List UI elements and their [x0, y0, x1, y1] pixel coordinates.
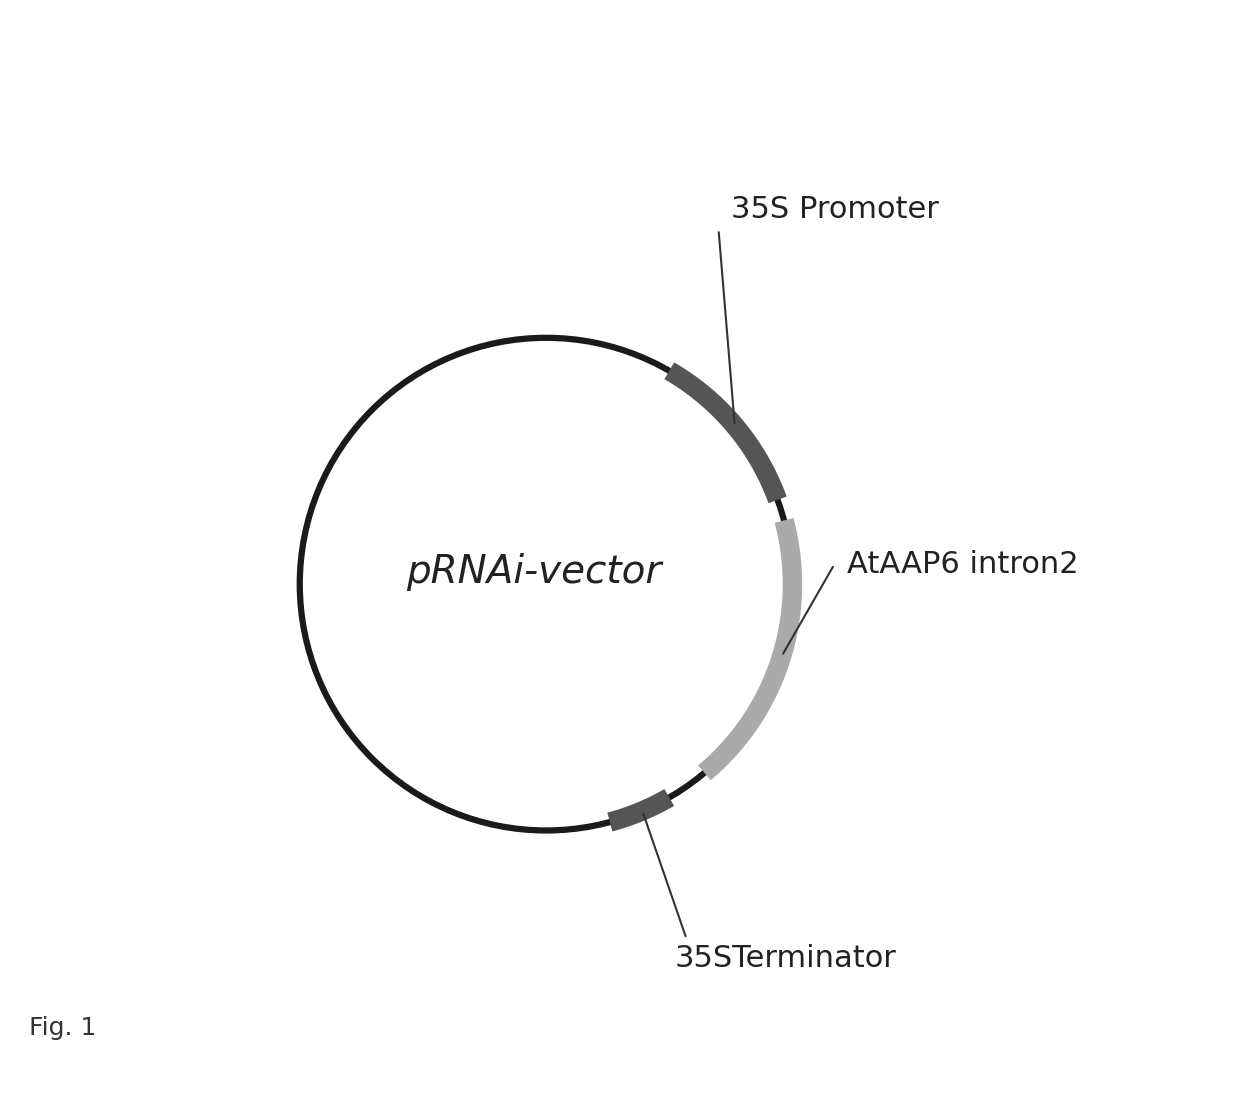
Text: Fig. 1: Fig. 1 — [29, 1016, 97, 1040]
Text: 35S Promoter: 35S Promoter — [730, 195, 939, 224]
Text: pRNAi-vector: pRNAi-vector — [405, 553, 661, 591]
Text: 35STerminator: 35STerminator — [675, 944, 897, 974]
Text: AtAAP6 intron2: AtAAP6 intron2 — [847, 549, 1079, 579]
